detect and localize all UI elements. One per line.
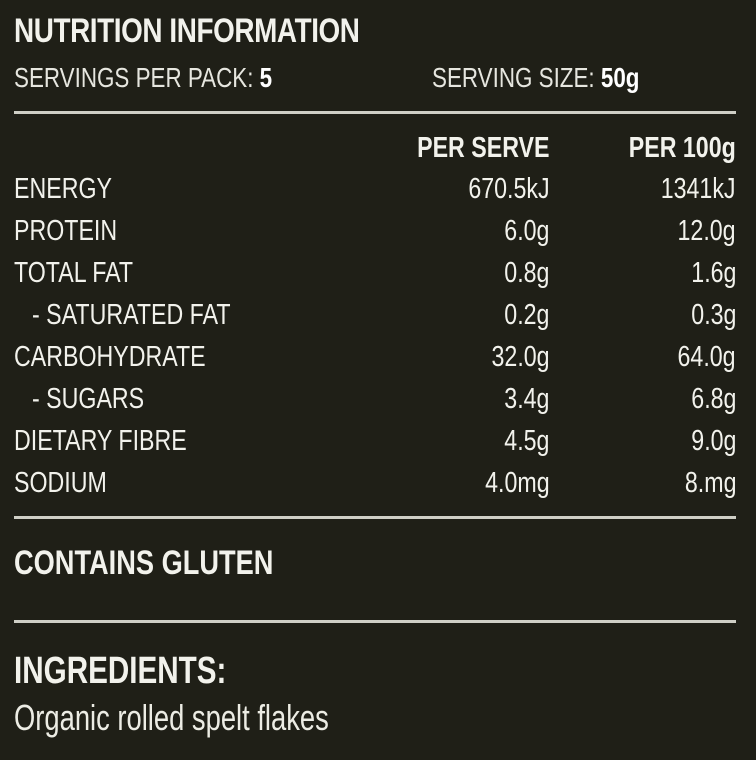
table-row: TOTAL FAT 0.8g 1.6g: [14, 252, 736, 294]
serving-size: SERVING SIZE: 50g: [432, 62, 639, 94]
divider-bottom: [14, 620, 736, 623]
ingredients-heading: INGREDIENTS:: [14, 650, 227, 692]
servings-per-pack: SERVINGS PER PACK: 5: [14, 62, 272, 94]
per-100g-value: 1341kJ: [661, 172, 736, 205]
per-serve-value: 670.5kJ: [467, 172, 550, 205]
serving-size-label: SERVING SIZE:: [432, 62, 595, 93]
nutrient-label: - SATURATED FAT: [32, 298, 231, 331]
nutrient-label: SODIUM: [14, 466, 107, 499]
allergen-statement: CONTAINS GLUTEN: [14, 544, 274, 582]
table-row: ENERGY 670.5kJ 1341kJ: [14, 168, 736, 210]
per-serve-value: 0.8g: [503, 256, 550, 289]
column-header-per-100g: PER 100g: [628, 131, 736, 164]
per-100g-value: 8.mg: [684, 466, 736, 499]
servings-value: 5: [259, 62, 273, 93]
nutrient-label: PROTEIN: [14, 214, 118, 247]
per-100g-value: 9.0g: [690, 424, 736, 457]
column-header-per-serve: PER SERVE: [416, 131, 550, 164]
per-100g-value: 6.8g: [690, 382, 736, 415]
panel-title: NUTRITION INFORMATION: [14, 12, 360, 50]
per-serve-value: 3.4g: [503, 382, 550, 415]
nutrient-label: - SUGARS: [32, 382, 145, 415]
divider-middle: [14, 516, 736, 519]
table-row: - SUGARS 3.4g 6.8g: [14, 378, 736, 420]
per-100g-value: 64.0g: [677, 340, 736, 373]
per-100g-value: 0.3g: [690, 298, 736, 331]
ingredients-text: Organic rolled spelt flakes: [14, 697, 329, 738]
per-100g-value: 1.6g: [690, 256, 736, 289]
table-row: - SATURATED FAT 0.2g 0.3g: [14, 294, 736, 336]
table-row: DIETARY FIBRE 4.5g 9.0g: [14, 420, 736, 462]
nutrient-label: TOTAL FAT: [14, 256, 134, 289]
nutrient-label: CARBOHYDRATE: [14, 340, 206, 373]
divider-top: [14, 111, 736, 114]
per-serve-value: 32.0g: [491, 340, 550, 373]
nutrient-label: ENERGY: [14, 172, 112, 205]
per-serve-value: 0.2g: [503, 298, 550, 331]
table-row: CARBOHYDRATE 32.0g 64.0g: [14, 336, 736, 378]
table-row: SODIUM 4.0mg 8.mg: [14, 462, 736, 504]
per-serve-value: 4.5g: [503, 424, 550, 457]
nutrient-label: DIETARY FIBRE: [14, 424, 187, 457]
table-row: PROTEIN 6.0g 12.0g: [14, 210, 736, 252]
per-100g-value: 12.0g: [677, 214, 736, 247]
table-header-row: PER SERVE PER 100g: [14, 128, 736, 168]
per-serve-value: 6.0g: [503, 214, 550, 247]
column-header-nutrient: [14, 128, 280, 168]
nutrition-table: PER SERVE PER 100g ENERGY 670.5kJ 1341kJ…: [14, 128, 736, 504]
serving-size-value: 50g: [600, 62, 640, 93]
servings-label: SERVINGS PER PACK:: [14, 62, 254, 93]
per-serve-value: 4.0mg: [484, 466, 550, 499]
